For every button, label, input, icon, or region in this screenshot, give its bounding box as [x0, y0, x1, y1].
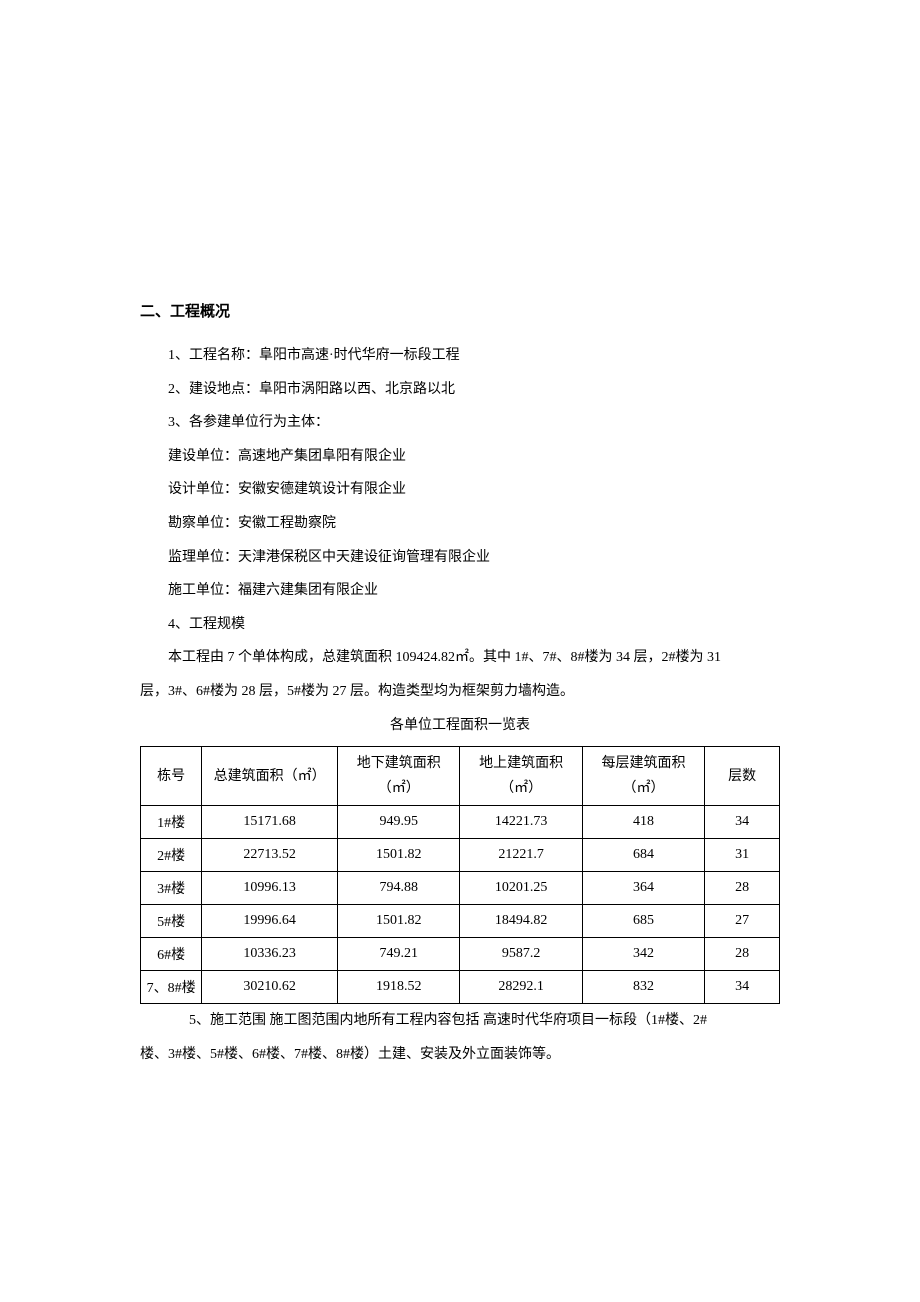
header-line2: （㎡）	[500, 781, 542, 796]
paragraph-scale-line1: 本工程由 7 个单体构成，总建筑面积 109424.82㎡。其中 1#、7#、8…	[140, 641, 780, 675]
header-line1: 每层建筑面积	[602, 756, 686, 771]
table-cell: 832	[582, 971, 704, 1004]
table-cell: 27	[705, 905, 780, 938]
table-cell: 30210.62	[202, 971, 338, 1004]
paragraph-scale-line2: 层，3#、6#楼为 28 层，5#楼为 27 层。构造类型均为框架剪力墙构造。	[140, 675, 780, 709]
paragraph-scope-line1: 5、施工范围 施工图范围内地所有工程内容包括 高速时代华府项目一标段（1#楼、2…	[140, 1004, 780, 1038]
table-cell: 7、8#楼	[141, 971, 202, 1004]
table-header-cell: 地上建筑面积 （㎡）	[460, 747, 582, 806]
table-body: 1#楼 15171.68 949.95 14221.73 418 34 2#楼 …	[141, 806, 780, 1004]
paragraph-contractor-unit: 施工单位：福建六建集团有限企业	[140, 574, 780, 608]
table-cell: 749.21	[338, 938, 460, 971]
table-cell: 21221.7	[460, 839, 582, 872]
paragraph-participants-heading: 3、各参建单位行为主体：	[140, 406, 780, 440]
area-table: 栋号 总建筑面积（㎡） 地下建筑面积 （㎡） 地上建筑面积 （㎡） 每层建筑面积…	[140, 746, 780, 1004]
table-cell: 6#楼	[141, 938, 202, 971]
table-cell: 1918.52	[338, 971, 460, 1004]
table-cell: 342	[582, 938, 704, 971]
paragraph-survey-unit: 勘察单位：安徽工程勘察院	[140, 507, 780, 541]
table-header-cell: 总建筑面积（㎡）	[202, 747, 338, 806]
table-cell: 364	[582, 872, 704, 905]
paragraph-location: 2、建设地点：阜阳市涡阳路以西、北京路以北	[140, 373, 780, 407]
table-cell: 9587.2	[460, 938, 582, 971]
table-cell: 2#楼	[141, 839, 202, 872]
table-cell: 949.95	[338, 806, 460, 839]
table-cell: 10336.23	[202, 938, 338, 971]
table-row: 1#楼 15171.68 949.95 14221.73 418 34	[141, 806, 780, 839]
table-title: 各单位工程面积一览表	[140, 709, 780, 743]
table-cell: 684	[582, 839, 704, 872]
header-line1: 地上建筑面积	[479, 756, 563, 771]
document-page: 二、工程概况 1、工程名称：阜阳市高速·时代华府一标段工程 2、建设地点：阜阳市…	[0, 0, 920, 1171]
table-cell: 10201.25	[460, 872, 582, 905]
table-row: 2#楼 22713.52 1501.82 21221.7 684 31	[141, 839, 780, 872]
table-cell: 418	[582, 806, 704, 839]
paragraph-scope-line2: 楼、3#楼、5#楼、6#楼、7#楼、8#楼）土建、安装及外立面装饰等。	[140, 1038, 780, 1072]
paragraph-project-name: 1、工程名称：阜阳市高速·时代华府一标段工程	[140, 339, 780, 373]
section-heading: 二、工程概况	[140, 300, 780, 321]
paragraph-supervision-unit: 监理单位：天津港保税区中天建设征询管理有限企业	[140, 541, 780, 575]
paragraph-design-unit: 设计单位：安徽安德建筑设计有限企业	[140, 473, 780, 507]
table-cell: 14221.73	[460, 806, 582, 839]
table-header-cell: 每层建筑面积 （㎡）	[582, 747, 704, 806]
header-line2: （㎡）	[378, 781, 420, 796]
table-cell: 15171.68	[202, 806, 338, 839]
table-row: 6#楼 10336.23 749.21 9587.2 342 28	[141, 938, 780, 971]
table-header-row: 栋号 总建筑面积（㎡） 地下建筑面积 （㎡） 地上建筑面积 （㎡） 每层建筑面积…	[141, 747, 780, 806]
table-cell: 22713.52	[202, 839, 338, 872]
table-cell: 31	[705, 839, 780, 872]
table-header-cell: 栋号	[141, 747, 202, 806]
table-cell: 34	[705, 806, 780, 839]
table-header-cell: 地下建筑面积 （㎡）	[338, 747, 460, 806]
table-cell: 28	[705, 872, 780, 905]
table-cell: 5#楼	[141, 905, 202, 938]
table-cell: 10996.13	[202, 872, 338, 905]
table-cell: 1501.82	[338, 839, 460, 872]
table-cell: 18494.82	[460, 905, 582, 938]
table-cell: 34	[705, 971, 780, 1004]
table-row: 5#楼 19996.64 1501.82 18494.82 685 27	[141, 905, 780, 938]
table-cell: 3#楼	[141, 872, 202, 905]
paragraph-construction-unit: 建设单位：高速地产集团阜阳有限企业	[140, 440, 780, 474]
table-cell: 794.88	[338, 872, 460, 905]
table-cell: 19996.64	[202, 905, 338, 938]
table-cell: 28	[705, 938, 780, 971]
table-cell: 28292.1	[460, 971, 582, 1004]
paragraph-scale-heading: 4、工程规模	[140, 608, 780, 642]
table-cell: 1501.82	[338, 905, 460, 938]
table-row: 7、8#楼 30210.62 1918.52 28292.1 832 34	[141, 971, 780, 1004]
table-header-cell: 层数	[705, 747, 780, 806]
header-line2: （㎡）	[623, 781, 665, 796]
header-line1: 地下建筑面积	[357, 756, 441, 771]
table-cell: 1#楼	[141, 806, 202, 839]
table-row: 3#楼 10996.13 794.88 10201.25 364 28	[141, 872, 780, 905]
table-cell: 685	[582, 905, 704, 938]
